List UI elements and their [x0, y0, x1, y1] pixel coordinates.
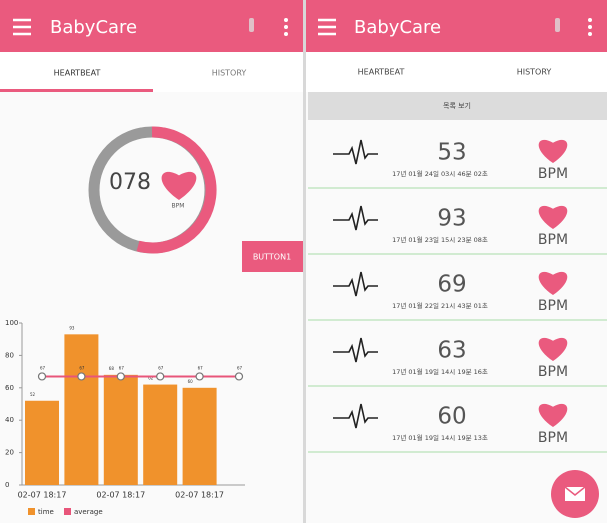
timestamp: 17년 01월 22일 21시 43분 01초 [392, 301, 488, 310]
ecg-icon [333, 337, 378, 363]
y-tick-label: 100 [5, 319, 18, 327]
bpm-value: 93 [437, 206, 466, 232]
average-point [77, 372, 86, 381]
bar [103, 374, 138, 485]
x-tick-label: 02-07 18:17 [96, 491, 145, 500]
bpm-value: 53 [437, 140, 466, 166]
value-label: 68 [109, 366, 115, 371]
timestamp: 17년 01월 24일 03시 46분 02초 [392, 169, 488, 178]
gauge-unit: BPM [172, 203, 185, 210]
menu-icon[interactable] [318, 18, 336, 36]
heart-icon [538, 139, 568, 163]
y-tick-label: 0 [5, 481, 9, 489]
legend-swatch [64, 508, 71, 515]
bpm-unit: BPM [538, 166, 568, 182]
tab[interactable]: HISTORY [212, 69, 247, 78]
value-label: 67 [79, 365, 85, 370]
gauge-arc [136, 126, 217, 254]
bpm-value: 60 [437, 404, 466, 430]
heart-icon [538, 205, 568, 229]
average-point [37, 372, 47, 381]
legend-swatch [28, 508, 35, 515]
bpm-value: 69 [437, 272, 466, 298]
bar [25, 400, 59, 485]
legend-label: time [38, 508, 54, 516]
y-tick-label: 40 [5, 416, 14, 424]
menu-icon[interactable] [13, 18, 31, 36]
heart-icon [161, 171, 197, 200]
value-label: 67 [237, 365, 243, 370]
divider [303, 0, 306, 523]
mail-icon[interactable] [564, 486, 586, 501]
list-header-label: 목록 보기 [443, 101, 471, 110]
value-label: 93 [69, 325, 75, 330]
y-tick-label: 20 [5, 449, 14, 457]
heart-icon [538, 337, 568, 361]
legend-label: average [74, 508, 103, 516]
bar [182, 387, 217, 485]
y-tick-label: 60 [5, 384, 14, 392]
tab-bar [0, 52, 303, 92]
bpm-unit: BPM [538, 430, 568, 446]
x-tick-label: 02-07 18:17 [18, 491, 67, 500]
value-label: 60 [188, 379, 194, 384]
timestamp: 17년 01월 19일 14시 19분 13초 [392, 433, 488, 442]
average-point [116, 372, 125, 381]
value-label: 67 [198, 365, 204, 370]
gauge-value: 078 [109, 170, 151, 195]
tab[interactable]: HEARTBEAT [358, 68, 405, 77]
bar [64, 334, 99, 485]
app-title: BabyCare [354, 17, 441, 38]
average-point [234, 372, 244, 381]
tab-indicator [0, 89, 153, 92]
value-label: 67 [40, 365, 46, 370]
bpm-unit: BPM [538, 364, 568, 380]
mic-icon[interactable] [555, 18, 560, 32]
y-tick-label: 80 [5, 351, 14, 359]
ecg-icon [333, 403, 378, 429]
tab[interactable]: HEARTBEAT [54, 69, 101, 78]
value-label: 67 [158, 365, 164, 370]
bar [143, 384, 178, 485]
heart-icon [538, 271, 568, 295]
button-label[interactable]: BUTTON1 [253, 253, 291, 262]
more-icon[interactable] [284, 18, 288, 36]
bpm-unit: BPM [538, 232, 568, 248]
more-icon[interactable] [588, 18, 592, 36]
tab-bar [306, 52, 607, 92]
ecg-icon [333, 205, 378, 231]
bpm-unit: BPM [538, 298, 568, 314]
heart-icon [538, 403, 568, 427]
value-label: 62 [148, 376, 154, 381]
bpm-value: 63 [437, 338, 466, 364]
value-label: 52 [30, 392, 36, 397]
average-point [195, 372, 204, 381]
mic-icon[interactable] [249, 18, 254, 32]
button[interactable] [242, 241, 303, 272]
value-label: 67 [119, 365, 125, 370]
timestamp: 17년 01월 23일 15시 23분 08초 [392, 235, 488, 244]
x-tick-label: 02-07 18:17 [175, 491, 224, 500]
tab[interactable]: HISTORY [517, 68, 552, 77]
average-point [156, 372, 165, 381]
ecg-icon [333, 271, 378, 297]
app-bar [306, 0, 607, 52]
app-bar [0, 0, 303, 52]
app-title: BabyCare [50, 17, 137, 38]
ecg-icon [333, 139, 378, 165]
list-header [308, 92, 607, 120]
timestamp: 17년 01월 19일 14시 19분 16초 [392, 367, 488, 376]
